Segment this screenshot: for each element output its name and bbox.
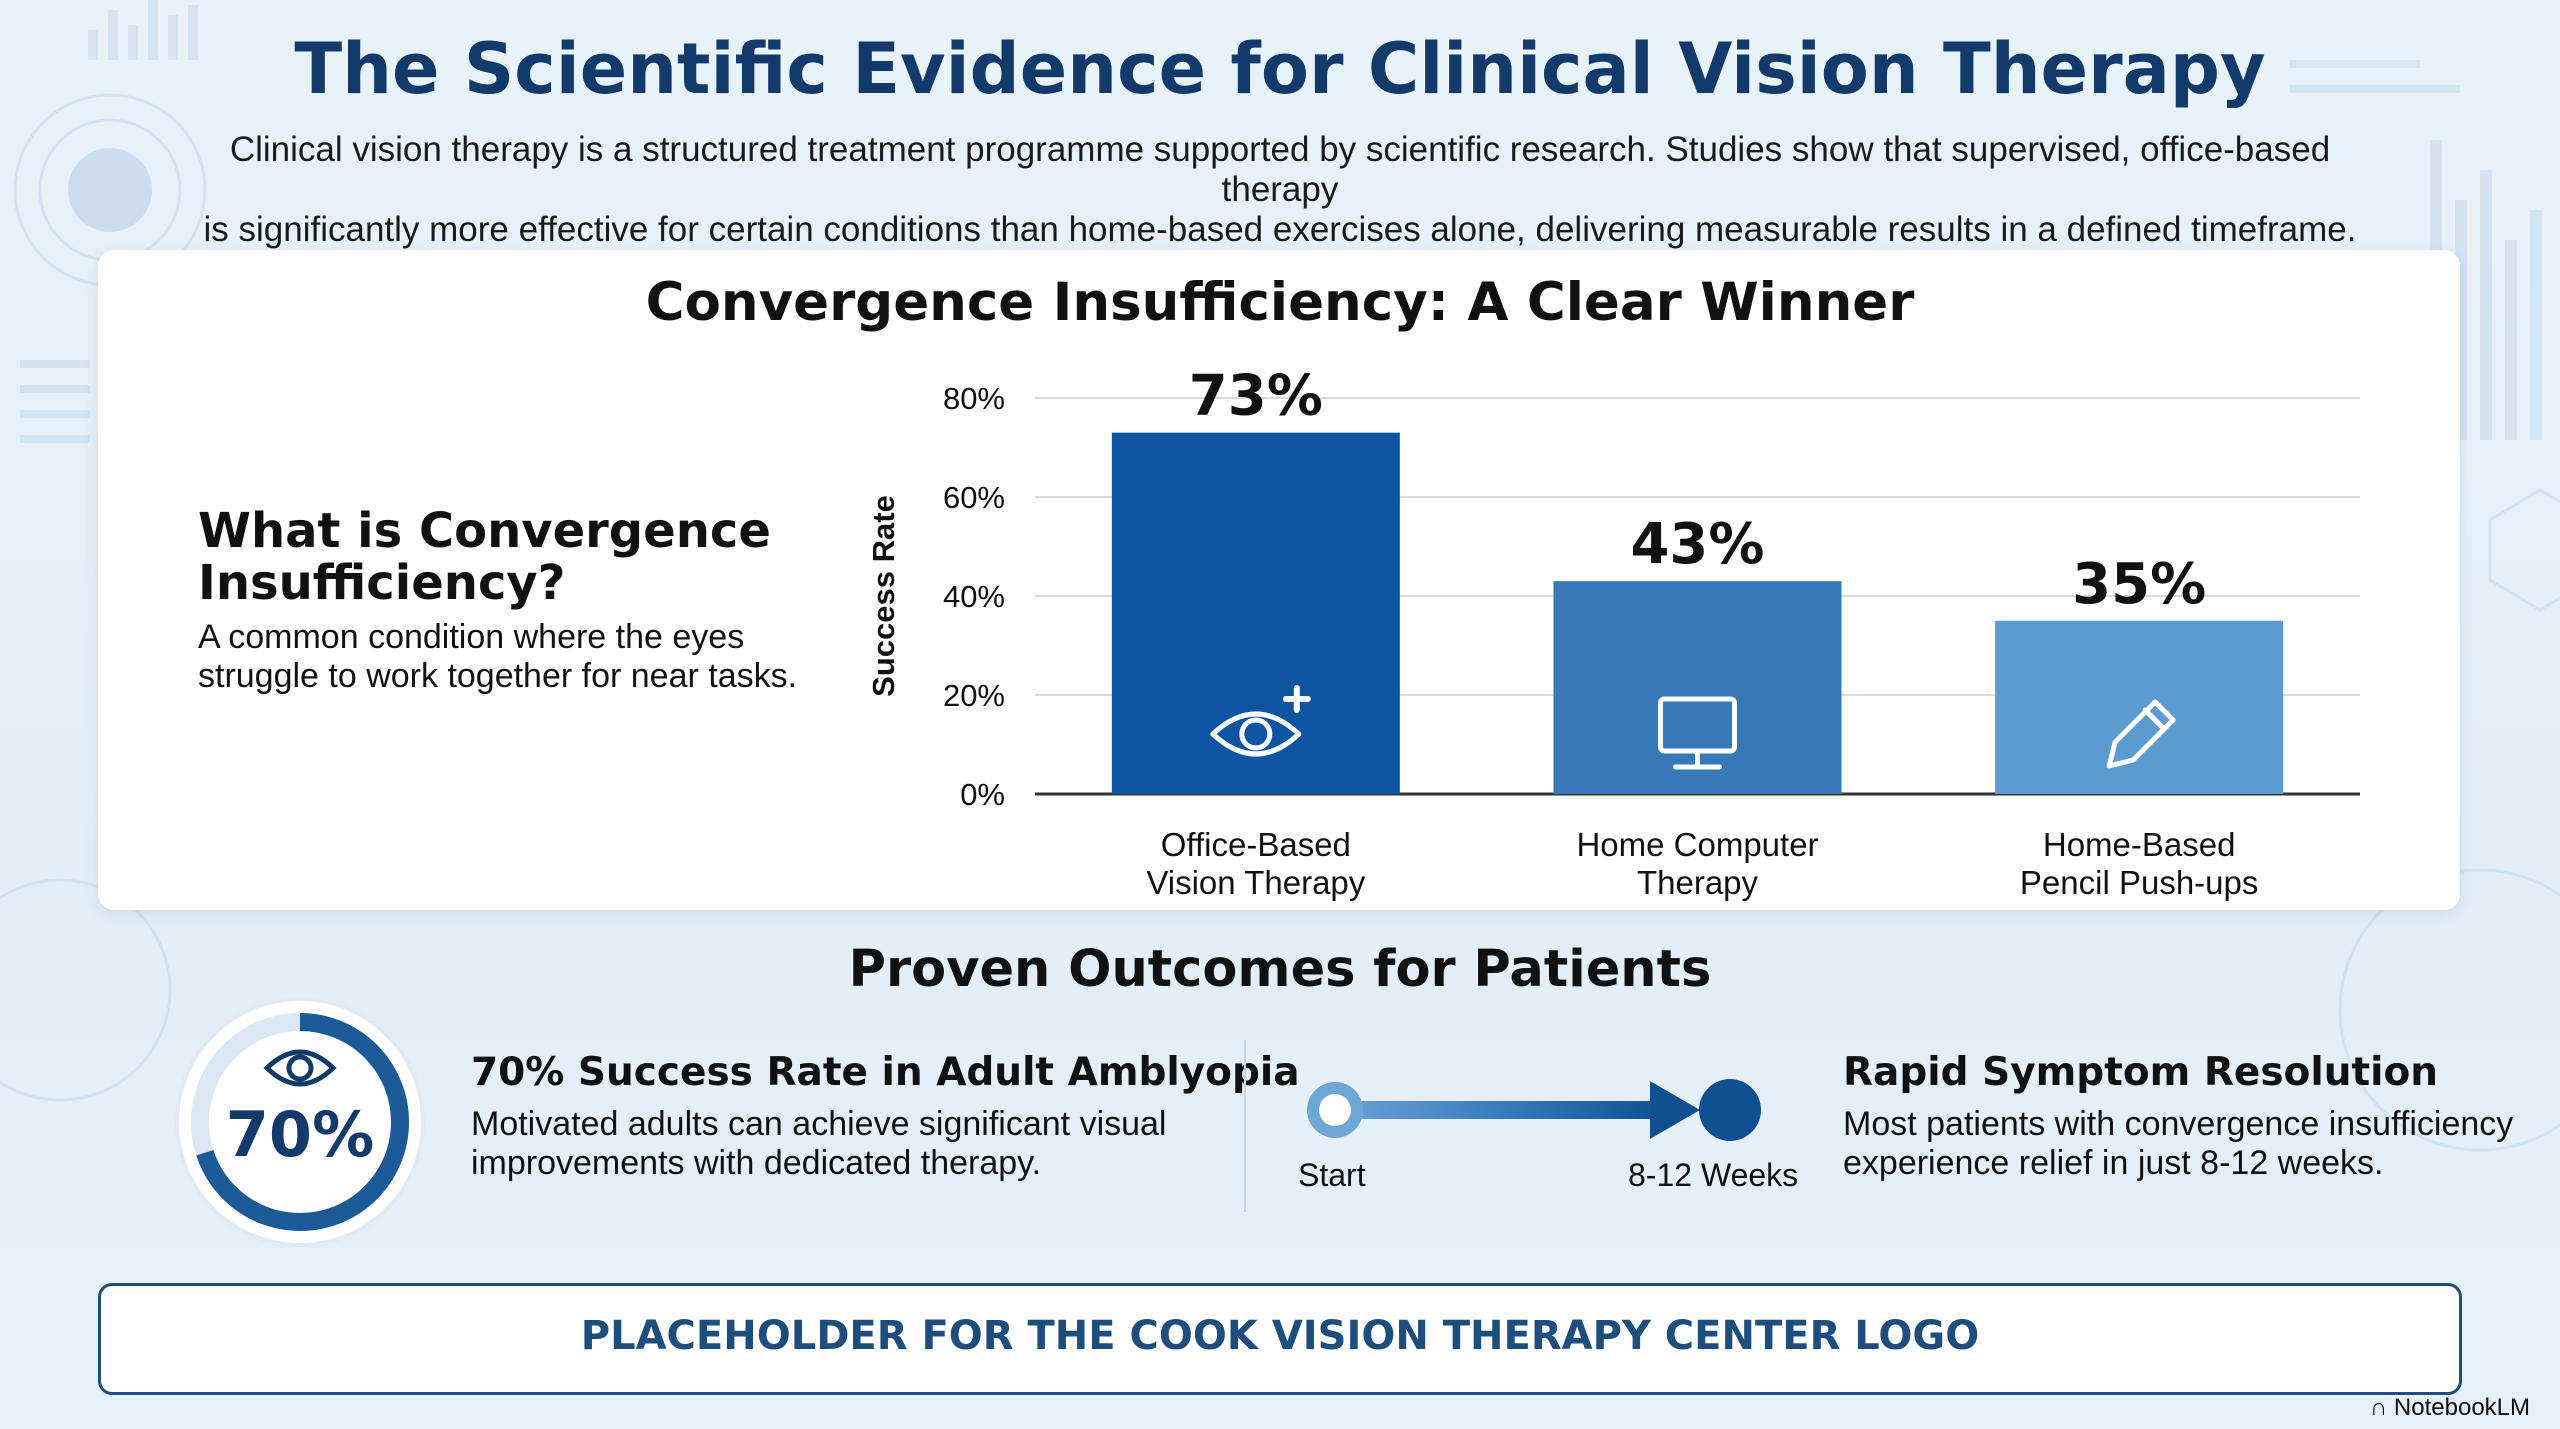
explainer-description: A common condition where the eyes strugg… — [198, 618, 798, 695]
outcomes-title: Proven Outcomes for Patients — [848, 940, 1712, 999]
credit-text: NotebookLM — [2393, 1394, 2530, 1421]
resolution-description: Most patients with convergence insuffici… — [1843, 1105, 2513, 1183]
category-label: Office-Based — [1161, 826, 1351, 863]
logo-placeholder-box — [98, 1283, 2462, 1395]
resolution-description-line-1: Most patients with convergence insuffici… — [1843, 1105, 2514, 1143]
resolution-heading: Rapid Symptom Resolution — [1843, 1050, 2439, 1095]
pencil-icon — [2106, 699, 2176, 769]
ring-background — [175, 997, 425, 1247]
bar-value-label: 43% — [1630, 512, 1764, 577]
eye-icon — [263, 1049, 337, 1087]
logo-placeholder-text: PLACEHOLDER FOR THE COOK VISION THERAPY … — [580, 1313, 1980, 1359]
y-tick-label: 80% — [943, 381, 1005, 416]
y-tick-label: 0% — [960, 777, 1005, 812]
timeline-end-marker — [1699, 1079, 1761, 1141]
timeline-track — [1335, 1101, 1665, 1119]
amblyopia-description-line-1: Motivated adults can achieve significant… — [471, 1105, 1167, 1143]
resolution-description-line-2: experience relief in just 8-12 weeks. — [1843, 1144, 2384, 1182]
explainer-heading: What is Convergence Insufficiency? — [198, 503, 771, 611]
y-tick-label: 40% — [943, 579, 1005, 614]
eye-plus-icon — [1210, 685, 1311, 757]
notebooklm-icon: ∩ — [2370, 1394, 2388, 1421]
timeline-start-label: Start — [1298, 1157, 1366, 1193]
success-rate-bar-chart: 0% 20% 40% 60% 80% Success Rate 73% Office-Base… — [866, 364, 2360, 901]
subtitle-line-1: Clinical vision therapy is a structured … — [229, 130, 2331, 209]
monitor-icon — [1658, 696, 1737, 770]
notebooklm-credit: ∩ NotebookLM — [2370, 1394, 2550, 1422]
y-tick-label: 20% — [943, 678, 1005, 713]
category-label: Pencil Push-ups — [2020, 864, 2258, 901]
timeline-arrow-icon — [1650, 1081, 1700, 1139]
bar-value-label: 35% — [2072, 552, 2206, 617]
ring-progress-arc — [191, 1013, 409, 1231]
bar-3 — [1995, 620, 2284, 794]
category-label: Home-Based — [2043, 826, 2236, 863]
bar-1 — [1111, 432, 1400, 794]
amblyopia-progress-ring — [175, 997, 425, 1247]
y-tick-label: 60% — [943, 480, 1005, 515]
chart-title: Convergence Insufficiency: A Clear Winne… — [645, 272, 1915, 333]
subtitle-line-2: is significantly more effective for cert… — [203, 210, 2357, 249]
category-label: Home Computer — [1576, 826, 1818, 863]
page-title: The Scientific Evidence for Clinical Vis… — [294, 28, 2266, 110]
bar-value-label: 73% — [1189, 364, 1323, 429]
timeline-end-label: 8-12 Weeks — [1628, 1157, 1799, 1193]
amblyopia-ring-value: 70% — [225, 1098, 375, 1171]
treatment-timeline — [1307, 1079, 1761, 1141]
page-subtitle: Clinical vision therapy is a structured … — [200, 130, 2360, 250]
amblyopia-heading: 70% Success Rate in Adult Amblyopia — [471, 1050, 1300, 1095]
amblyopia-description: Motivated adults can achieve significant… — [471, 1105, 1167, 1183]
category-label: Therapy — [1637, 864, 1759, 901]
y-axis-label: Success Rate — [866, 495, 901, 697]
category-label: Vision Therapy — [1146, 864, 1365, 901]
outcomes-divider — [1244, 1040, 1246, 1212]
amblyopia-description-line-2: improvements with dedicated therapy. — [471, 1144, 1042, 1182]
